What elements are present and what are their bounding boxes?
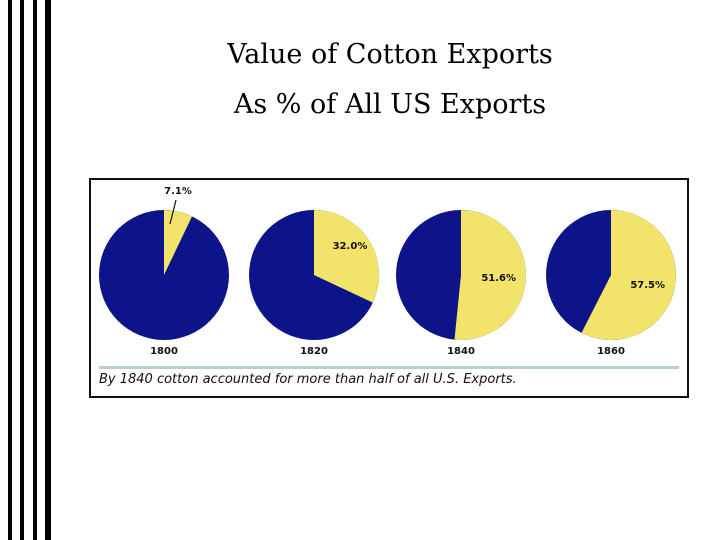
decorative-bar-3 <box>33 0 37 540</box>
category-label-1860: 1860 <box>597 346 625 357</box>
category-label-1840: 1840 <box>447 346 475 357</box>
chart-caption: By 1840 cotton accounted for more than h… <box>99 372 517 387</box>
pie-slice-cotton-1800 <box>164 210 193 275</box>
category-label-1800: 1800 <box>150 346 178 357</box>
slide-title: Value of Cotton Exports As % of All US E… <box>160 30 620 130</box>
decorative-bar-1 <box>8 0 12 540</box>
leader-line-1800 <box>169 199 177 225</box>
pie-slice-cotton-1860 <box>581 210 676 340</box>
decorative-bar-4 <box>45 0 51 540</box>
data-label-1840: 51.6% <box>481 273 516 284</box>
category-label-1820: 1820 <box>300 346 328 357</box>
data-label-1820: 32.0% <box>333 241 368 252</box>
data-label-1800: 7.1% <box>164 186 192 197</box>
chart-frame: 7.1% 1800 32.0% 1820 51.6% 1840 57.5% 1860 By 1… <box>89 178 689 398</box>
decorative-bar-2 <box>20 0 24 540</box>
caption-divider <box>99 366 679 369</box>
pie-charts: 7.1% 1800 32.0% 1820 51.6% 1840 57.5% 1860 <box>99 186 676 357</box>
data-label-1860: 57.5% <box>630 280 665 291</box>
pie-slice-cotton-1820 <box>314 210 379 303</box>
pie-slice-cotton-1840 <box>454 210 527 340</box>
title-line-2: As % of All US Exports <box>233 89 547 120</box>
title-line-1: Value of Cotton Exports <box>227 39 553 70</box>
